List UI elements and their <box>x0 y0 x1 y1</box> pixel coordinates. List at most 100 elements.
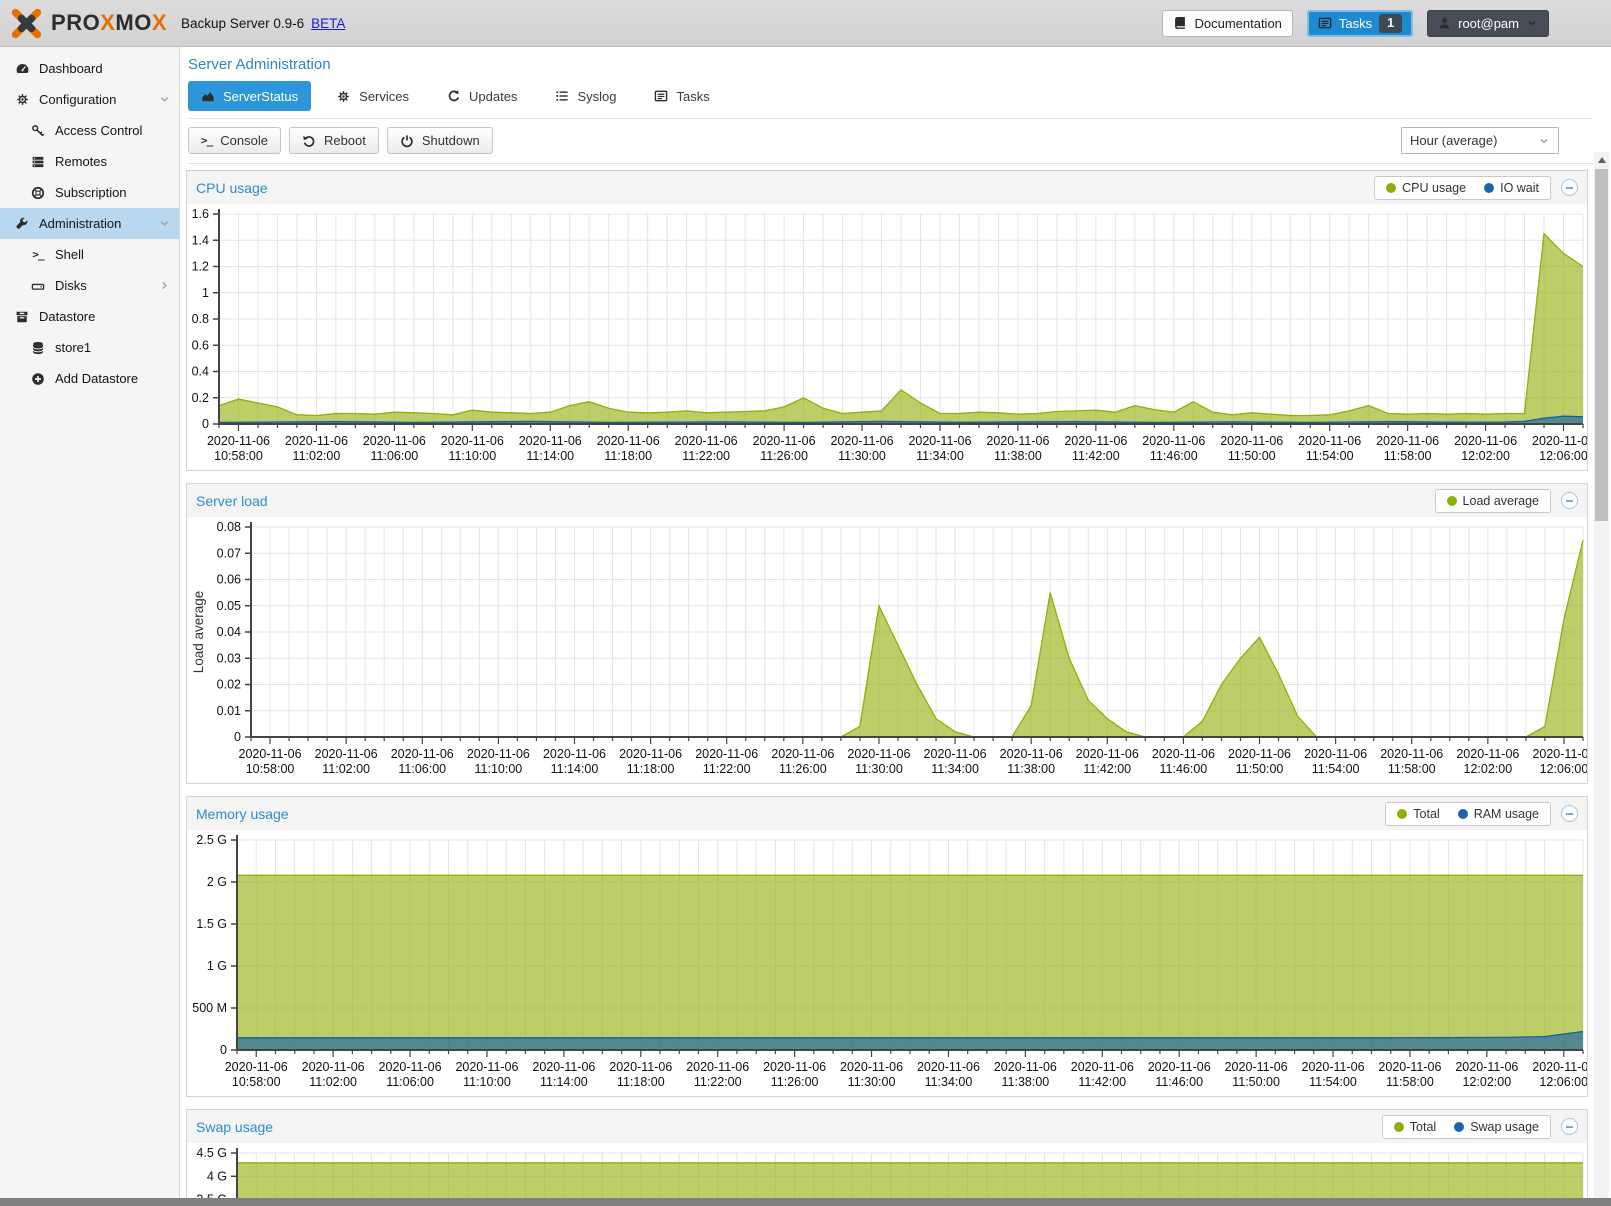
svg-text:2020-11-06: 2020-11-06 <box>379 1060 442 1074</box>
sidebar-item-label: Administration <box>39 216 121 231</box>
svg-text:0.04: 0.04 <box>217 625 241 639</box>
collapse-panel-button[interactable] <box>1561 1118 1578 1135</box>
sidebar-item-label: store1 <box>55 340 91 355</box>
legend-dot-icon <box>1386 183 1396 193</box>
hdd-icon <box>28 279 48 293</box>
sidebar-item-subscription[interactable]: Subscription <box>0 177 179 208</box>
documentation-button[interactable]: Documentation <box>1162 10 1292 37</box>
tasks-button[interactable]: Tasks 1 <box>1307 10 1413 37</box>
svg-text:11:22:00: 11:22:00 <box>682 449 730 463</box>
svg-text:2020-11-06: 2020-11-06 <box>1380 747 1443 761</box>
sidebar-item-configuration[interactable]: Configuration <box>0 84 179 115</box>
sidebar-item-label: Remotes <box>55 154 107 169</box>
chart-legend: Load average <box>1435 489 1551 513</box>
remotes-icon <box>28 155 48 169</box>
tab-tasks[interactable]: Tasks <box>641 81 722 111</box>
svg-text:1.5 G: 1.5 G <box>196 917 227 931</box>
tab-label: Services <box>359 89 409 104</box>
svg-text:2020-11-06: 2020-11-06 <box>532 1060 595 1074</box>
svg-text:4.5 G: 4.5 G <box>196 1146 227 1160</box>
sidebar-item-add-datastore[interactable]: Add Datastore <box>0 363 179 394</box>
sidebar-item-dashboard[interactable]: Dashboard <box>0 53 179 84</box>
svg-text:1: 1 <box>202 286 209 300</box>
svg-text:11:18:00: 11:18:00 <box>604 449 652 463</box>
console-button[interactable]: >_Console <box>188 127 281 154</box>
tab-services[interactable]: Services <box>323 81 422 111</box>
sidebar-item-label: Dashboard <box>39 61 103 76</box>
svg-text:2020-11-06: 2020-11-06 <box>225 1060 288 1074</box>
scrollbar-thumb[interactable] <box>1595 169 1608 521</box>
chart-title: CPU usage <box>196 180 268 196</box>
svg-text:2020-11-06: 2020-11-06 <box>675 434 738 448</box>
reboot-button[interactable]: Reboot <box>289 127 379 154</box>
svg-text:2020-11-06: 2020-11-06 <box>1304 747 1367 761</box>
svg-text:2020-11-06: 2020-11-06 <box>1076 747 1139 761</box>
task-list-icon <box>1318 16 1332 30</box>
svg-text:1 G: 1 G <box>207 959 227 973</box>
collapse-panel-button[interactable] <box>1561 492 1578 509</box>
svg-text:2020-11-06: 2020-11-06 <box>597 434 660 448</box>
svg-text:2020-11-06: 2020-11-06 <box>543 747 606 761</box>
chart-title: Server load <box>196 493 268 509</box>
svg-text:11:10:00: 11:10:00 <box>475 762 523 776</box>
legend-label: IO wait <box>1500 181 1539 195</box>
shutdown-button[interactable]: Shutdown <box>387 127 493 154</box>
svg-text:11:22:00: 11:22:00 <box>703 762 751 776</box>
svg-text:2020-11-06: 2020-11-06 <box>695 747 758 761</box>
wrench-icon <box>12 217 32 231</box>
vertical-scrollbar[interactable] <box>1594 152 1609 1198</box>
sidebar-item-datastore[interactable]: Datastore <box>0 301 179 332</box>
legend-label: Total <box>1413 807 1439 821</box>
time-range-select[interactable]: Hour (average) <box>1401 127 1559 154</box>
svg-text:11:10:00: 11:10:00 <box>463 1075 511 1089</box>
user-menu-button[interactable]: root@pam <box>1427 10 1549 37</box>
svg-text:11:26:00: 11:26:00 <box>779 762 827 776</box>
sidebar-item-store1[interactable]: store1 <box>0 332 179 363</box>
tab-syslog[interactable]: Syslog <box>542 81 629 111</box>
tab-label: ServerStatus <box>223 89 298 104</box>
svg-text:11:34:00: 11:34:00 <box>931 762 979 776</box>
sidebar-item-shell[interactable]: >_Shell <box>0 239 179 270</box>
svg-text:2020-11-06: 2020-11-06 <box>847 747 910 761</box>
tab-serverstatus[interactable]: ServerStatus <box>188 81 311 111</box>
user-icon <box>1438 17 1451 30</box>
sidebar-item-label: Shell <box>55 247 84 262</box>
svg-text:2020-11-06: 2020-11-06 <box>1456 747 1519 761</box>
scroll-up-arrow[interactable] <box>1594 152 1609 168</box>
chart-panel-load: Server loadLoad average00.010.020.030.04… <box>186 483 1588 784</box>
sidebar-item-label: Configuration <box>39 92 116 107</box>
beta-link[interactable]: BETA <box>311 16 345 31</box>
svg-text:2020-11-06: 2020-11-06 <box>1454 434 1517 448</box>
database-icon <box>28 341 48 355</box>
svg-text:2020-11-06: 2020-11-06 <box>391 747 454 761</box>
svg-text:2020-11-06: 2020-11-06 <box>763 1060 826 1074</box>
tab-updates[interactable]: Updates <box>434 81 530 111</box>
terminal-icon: >_ <box>201 134 212 147</box>
sidebar-item-remotes[interactable]: Remotes <box>0 146 179 177</box>
svg-text:0.06: 0.06 <box>217 573 241 587</box>
svg-text:2020-11-06: 2020-11-06 <box>519 434 582 448</box>
svg-text:11:54:00: 11:54:00 <box>1312 762 1360 776</box>
collapse-panel-button[interactable] <box>1561 805 1578 822</box>
svg-text:2020-11-06: 2020-11-06 <box>363 434 426 448</box>
undo-icon <box>302 134 316 148</box>
collapse-panel-button[interactable] <box>1561 179 1578 196</box>
svg-text:2020-11-06: 2020-11-06 <box>1532 1060 1587 1074</box>
svg-text:2.5 G: 2.5 G <box>196 833 227 847</box>
svg-text:500 M: 500 M <box>192 1001 227 1015</box>
datastore-icon <box>12 310 32 324</box>
svg-text:2020-11-06: 2020-11-06 <box>285 434 348 448</box>
svg-text:2020-11-06: 2020-11-06 <box>441 434 504 448</box>
svg-text:2020-11-06: 2020-11-06 <box>840 1060 903 1074</box>
sidebar-item-access-control[interactable]: Access Control <box>0 115 179 146</box>
svg-text:2020-11-06: 2020-11-06 <box>1142 434 1205 448</box>
svg-text:11:18:00: 11:18:00 <box>617 1075 665 1089</box>
svg-text:11:58:00: 11:58:00 <box>1386 1075 1434 1089</box>
sidebar-item-administration[interactable]: Administration <box>0 208 179 239</box>
chart-title: Memory usage <box>196 806 289 822</box>
sidebar-item-disks[interactable]: Disks <box>0 270 179 301</box>
power-icon <box>400 134 414 148</box>
legend-dot-icon <box>1394 1122 1404 1132</box>
toolbar: >_Console Reboot Shutdown Hour (average) <box>188 127 1593 164</box>
svg-text:Load average: Load average <box>191 591 206 674</box>
